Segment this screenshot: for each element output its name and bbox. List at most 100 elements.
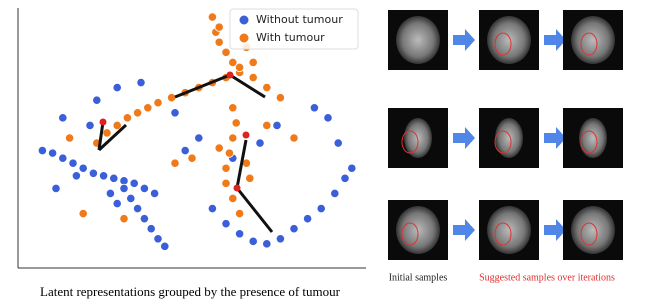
legend-box xyxy=(229,8,359,50)
point xyxy=(228,133,238,143)
brain xyxy=(396,16,440,64)
point xyxy=(139,214,149,224)
point xyxy=(167,93,177,103)
point xyxy=(248,57,258,68)
image-grid: Initial samples Suggested samples over i… xyxy=(388,10,623,283)
point xyxy=(92,95,102,105)
point xyxy=(309,103,319,113)
tumour-outline xyxy=(401,130,419,154)
point xyxy=(228,193,238,204)
sample-point xyxy=(99,118,107,126)
point xyxy=(221,219,231,229)
point xyxy=(221,178,231,188)
legend-label: With tumour xyxy=(256,31,325,44)
brain xyxy=(487,206,531,254)
brain xyxy=(487,16,531,64)
point xyxy=(255,138,265,148)
point xyxy=(153,234,163,244)
column-label: Suggested samples over iterations xyxy=(479,272,615,283)
point xyxy=(289,133,299,143)
trajectory xyxy=(235,187,274,233)
point xyxy=(51,183,61,193)
point xyxy=(112,120,122,131)
point xyxy=(78,209,88,219)
point xyxy=(105,188,116,199)
point xyxy=(248,236,258,246)
point xyxy=(275,93,285,103)
point xyxy=(316,203,326,214)
point xyxy=(207,12,217,22)
tumour-outline xyxy=(494,222,512,246)
brain xyxy=(571,16,615,64)
brain xyxy=(404,118,432,158)
legend-label: Without tumour xyxy=(256,13,343,26)
scatter-plot xyxy=(17,8,366,269)
point xyxy=(119,176,129,186)
point xyxy=(221,163,231,173)
trajectory xyxy=(97,121,105,151)
point xyxy=(109,173,119,183)
trajectory xyxy=(174,73,231,99)
legend: Without tumour With tumour xyxy=(229,8,359,50)
point xyxy=(160,241,170,251)
point xyxy=(122,113,133,123)
point xyxy=(170,108,180,118)
brain xyxy=(495,118,523,158)
arrow xyxy=(544,29,566,51)
trajectory xyxy=(235,139,248,189)
point xyxy=(262,83,272,93)
point xyxy=(323,113,333,123)
point xyxy=(133,203,143,214)
point xyxy=(180,146,190,156)
point xyxy=(71,171,82,181)
point xyxy=(78,163,88,173)
point xyxy=(68,158,78,168)
arrow xyxy=(544,127,566,149)
point xyxy=(224,148,234,158)
point xyxy=(228,57,238,68)
caption: Latent representations grouped by the pr… xyxy=(40,284,341,299)
point xyxy=(245,173,255,183)
point xyxy=(126,193,136,204)
arrow xyxy=(453,29,475,51)
brain xyxy=(571,206,615,254)
point xyxy=(102,128,112,138)
point xyxy=(231,118,241,128)
point xyxy=(214,143,224,153)
point xyxy=(119,183,129,193)
trajectory xyxy=(229,73,266,99)
arrow xyxy=(544,219,566,241)
point xyxy=(302,214,313,224)
point xyxy=(221,47,231,57)
point xyxy=(85,120,95,131)
sample-point xyxy=(233,184,241,192)
point xyxy=(146,224,156,234)
point xyxy=(340,173,350,183)
point xyxy=(58,153,68,163)
point xyxy=(112,83,122,93)
point xyxy=(275,234,285,244)
point xyxy=(136,77,146,88)
point xyxy=(88,168,99,178)
point xyxy=(272,120,282,131)
point xyxy=(47,148,58,158)
trajectories xyxy=(97,71,274,233)
trajectory xyxy=(97,123,128,152)
brain xyxy=(396,206,440,254)
point xyxy=(262,239,272,249)
brain xyxy=(579,118,607,158)
arrow xyxy=(453,219,475,241)
tumour-outline xyxy=(494,130,512,154)
point xyxy=(333,138,343,148)
point xyxy=(112,198,122,209)
tumour-outline xyxy=(580,222,598,246)
point xyxy=(330,188,340,199)
column-label: Initial samples xyxy=(389,272,448,283)
point xyxy=(153,98,163,108)
point xyxy=(133,108,143,118)
point xyxy=(214,37,224,47)
point xyxy=(37,146,48,156)
point xyxy=(65,133,75,143)
sample-point xyxy=(226,71,234,79)
